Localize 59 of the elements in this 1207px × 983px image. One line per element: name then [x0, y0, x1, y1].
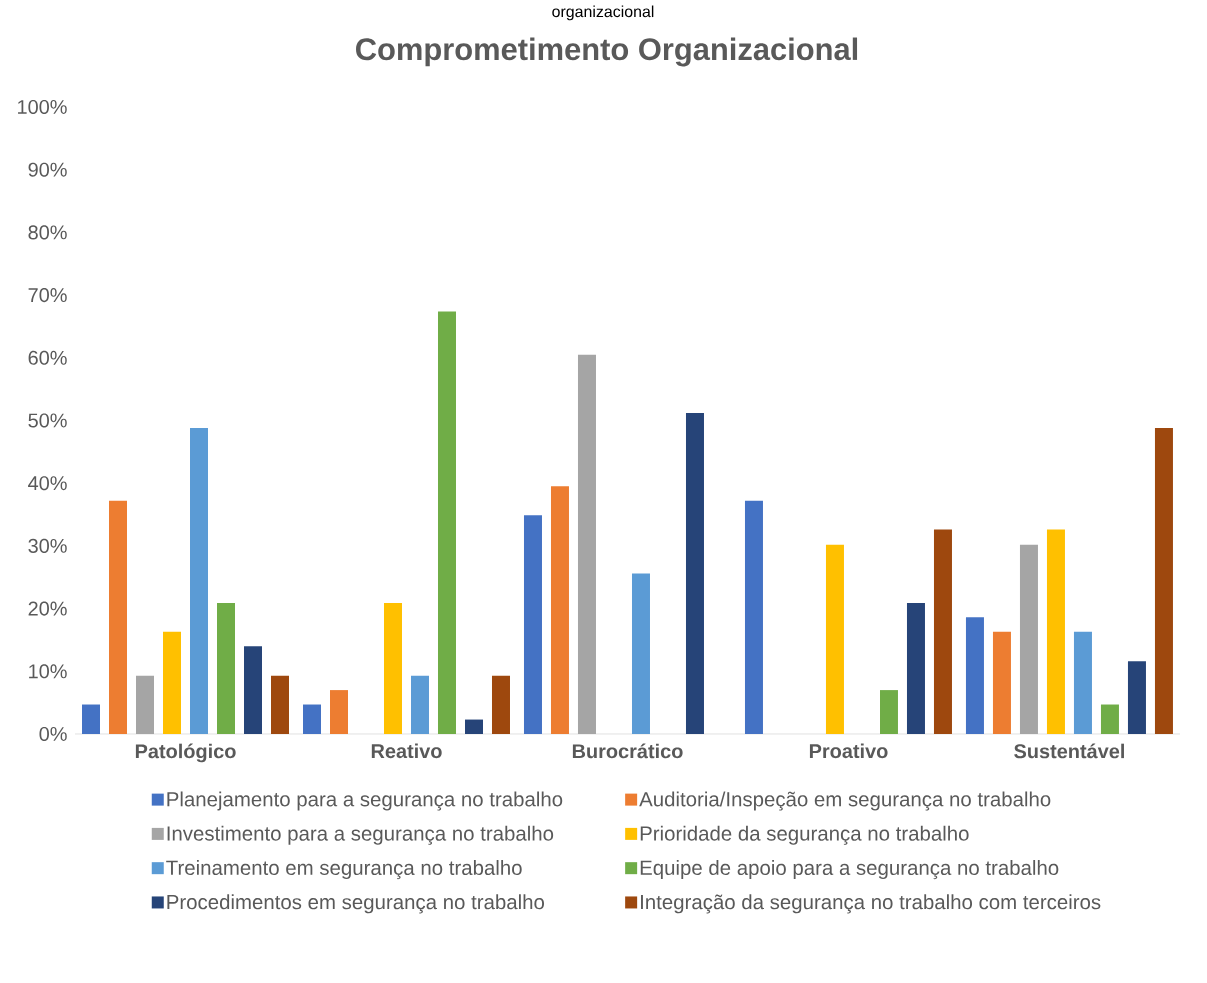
bar	[550, 486, 569, 734]
y-tick-label: 10%	[29, 664, 67, 679]
y-tick-label: 60%	[28, 350, 67, 365]
bar	[109, 500, 127, 734]
bar	[744, 500, 763, 734]
bar	[685, 412, 704, 734]
x-tick-label: Burocrático	[572, 743, 683, 759]
x-tick-label: Sustentável	[1014, 743, 1124, 759]
bar	[879, 690, 898, 734]
bar	[933, 529, 952, 734]
bar	[271, 675, 289, 734]
bar	[82, 704, 100, 734]
bar	[631, 573, 650, 734]
bar	[303, 704, 321, 734]
bar	[992, 631, 1011, 734]
bar	[577, 354, 596, 734]
bar	[1127, 661, 1146, 734]
legend-label: Investimento para a segurança no trabalho	[167, 825, 554, 845]
legend-label: Procedimentos em segurança no trabalho	[167, 894, 545, 914]
bar	[1100, 704, 1119, 734]
bar	[163, 631, 181, 734]
bar	[906, 602, 925, 734]
bar	[1046, 529, 1065, 734]
bar	[825, 544, 844, 734]
chart-title: Comprometimento Organizacional	[356, 37, 858, 67]
y-tick-label: 20%	[28, 601, 67, 616]
bar	[190, 428, 208, 734]
legend-label: Auditoria/Inspeção em segurança no trabalho	[639, 791, 1051, 811]
legend-label: Equipe de apoio para a segurança no trabalho	[640, 860, 1059, 880]
y-tick-label: 40%	[28, 476, 67, 491]
bar	[383, 602, 402, 734]
bar	[329, 690, 348, 734]
y-tick-label: 0%	[39, 726, 67, 742]
text: organizacional	[552, 5, 654, 21]
bar	[437, 311, 456, 734]
bar	[491, 675, 510, 734]
bar	[1019, 544, 1038, 734]
legend-label: Integração da segurança no trabalho com terceiros	[641, 894, 1101, 914]
bar	[217, 602, 235, 734]
y-tick-label: 50%	[28, 413, 67, 428]
bar	[523, 515, 542, 734]
bar	[410, 675, 429, 734]
bar	[244, 646, 262, 734]
x-tick-label: Reativo	[371, 743, 442, 759]
y-tick-label: 100%	[18, 99, 67, 115]
bar	[464, 719, 483, 734]
y-tick-label: 80%	[28, 225, 67, 240]
y-tick-label: 30%	[28, 538, 67, 553]
y-tick-label: 90%	[28, 162, 67, 177]
bar	[965, 617, 984, 734]
bar	[1073, 631, 1092, 734]
legend-label: Planejamento para a segurança no trabalho	[167, 791, 563, 811]
y-tick-label: 70%	[28, 288, 67, 303]
x-tick-label: Patológico	[135, 743, 236, 763]
bar	[136, 675, 154, 734]
bar	[1154, 428, 1173, 734]
legend-label: Treinamento em segurança no trabalho	[166, 860, 522, 880]
x-tick-label: Proativo	[809, 743, 888, 759]
legend-label: Prioridade da segurança no trabalho	[640, 825, 969, 845]
